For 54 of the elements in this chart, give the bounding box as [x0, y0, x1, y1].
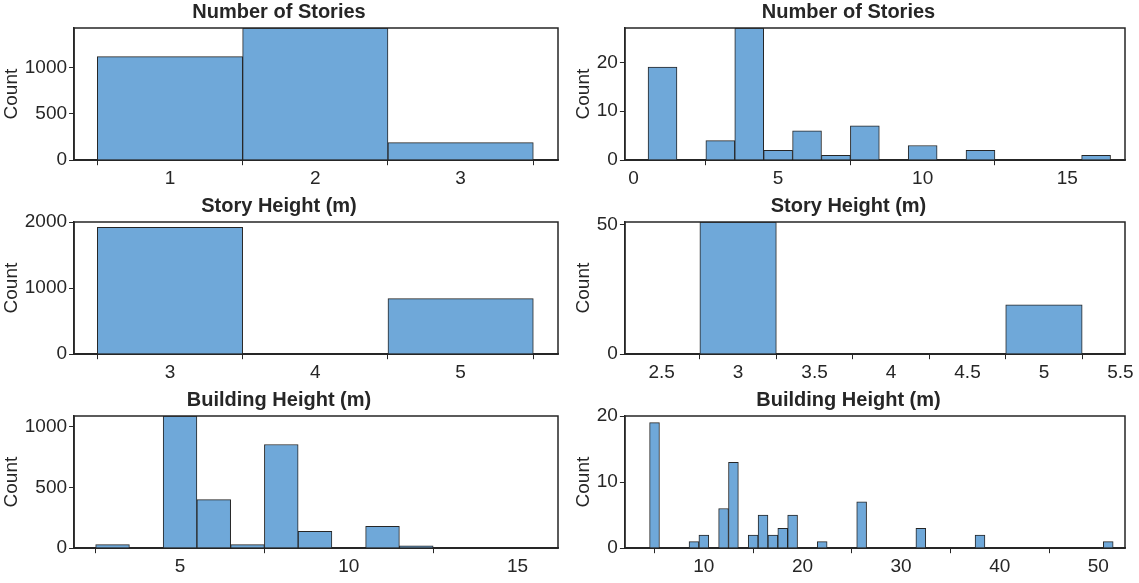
chart-title: Number of Stories	[192, 0, 366, 22]
x-tick-label: 3	[455, 166, 466, 188]
y-tick-label: 0	[56, 342, 68, 364]
y-tick-label: 0	[56, 148, 68, 170]
chart-title: Story Height (m)	[770, 193, 927, 216]
y-axis-title: Count	[0, 262, 21, 314]
y-tick-label: 1000	[24, 415, 68, 437]
y-tick-label: 0	[56, 536, 68, 558]
y-tick-label: 1000	[24, 276, 68, 298]
x-tick-label: 10	[912, 166, 934, 188]
chart-title: Number of Stories	[761, 0, 936, 22]
y-tick-label: 20	[596, 50, 618, 72]
x-tick-label: 10	[693, 554, 715, 576]
x-tick-label: 50	[1087, 554, 1109, 576]
x-tick-label: 4	[885, 360, 897, 382]
x-tick-label: 5	[455, 360, 466, 382]
x-tick-label: 3	[164, 360, 176, 382]
x-tick-label: 4.5	[954, 360, 981, 382]
x-tick-label: 5	[772, 166, 784, 188]
y-tick-label: 20	[596, 404, 618, 426]
x-tick-label: 15	[506, 554, 529, 576]
y-tick-label: 0	[607, 536, 618, 558]
y-axis-title: Count	[571, 68, 593, 120]
x-tick-label: 1	[164, 166, 176, 188]
x-tick-label: 0	[628, 166, 639, 188]
x-tick-label: 5.5	[1107, 360, 1134, 382]
y-axis-title: Count	[0, 456, 21, 508]
x-tick-label: 5	[1038, 360, 1050, 382]
x-tick-label: 10	[338, 554, 360, 576]
x-tick-label: 3	[732, 360, 744, 382]
y-axis-title: Count	[571, 262, 593, 314]
y-tick-label: 1000	[24, 55, 68, 77]
x-tick-label: 2	[310, 166, 321, 188]
y-axis-title: Count	[571, 456, 593, 508]
x-tick-label: 20	[791, 554, 814, 576]
chart-title: Building Height (m)	[756, 387, 941, 410]
y-tick-label: 2000	[24, 210, 68, 232]
chart-title: Building Height (m)	[186, 387, 372, 410]
x-tick-label: 30	[890, 554, 912, 576]
x-tick-label: 2.5	[648, 360, 675, 382]
y-tick-label: 50	[596, 212, 618, 234]
y-tick-label: 0	[607, 148, 618, 170]
x-tick-label: 15	[1056, 166, 1078, 188]
x-tick-label: 4	[310, 360, 322, 382]
y-tick-label: 500	[35, 102, 68, 124]
y-tick-label: 10	[596, 470, 618, 492]
x-tick-label: 5	[174, 554, 186, 576]
y-tick-label: 10	[596, 99, 618, 121]
x-tick-label: 3.5	[801, 360, 828, 382]
y-tick-label: 0	[607, 342, 618, 364]
chart-title: Story Height (m)	[201, 193, 357, 216]
y-tick-label: 500	[35, 475, 68, 497]
y-axis-title: Count	[0, 68, 21, 120]
x-tick-label: 40	[989, 554, 1011, 576]
